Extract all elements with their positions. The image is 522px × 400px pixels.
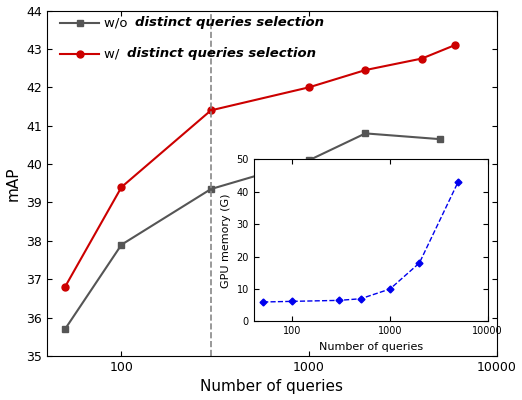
Text: w/: w/ — [104, 47, 124, 60]
Text: distinct queries selection: distinct queries selection — [127, 47, 316, 60]
Text: distinct queries selection: distinct queries selection — [135, 16, 324, 29]
X-axis label: Number of queries: Number of queries — [200, 380, 343, 394]
Text: w/o: w/o — [104, 16, 132, 29]
Y-axis label: mAP: mAP — [6, 166, 20, 200]
